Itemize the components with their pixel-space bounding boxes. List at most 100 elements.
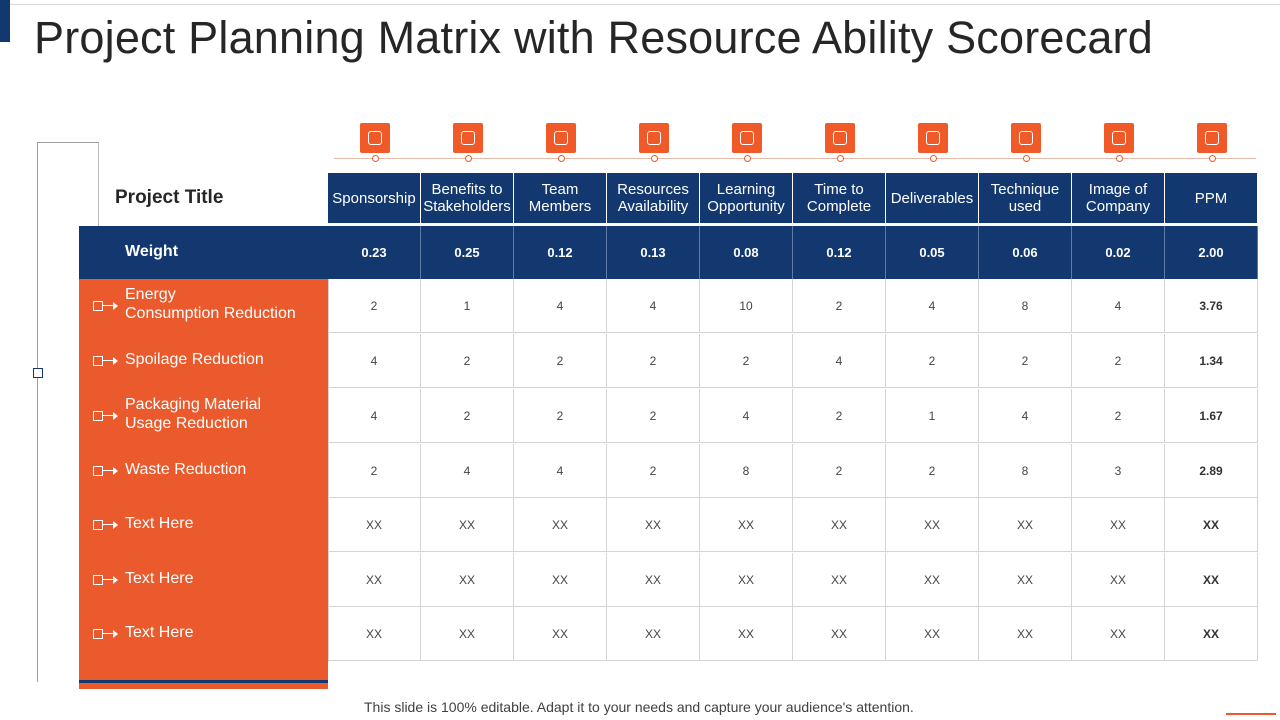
row-arrow-icon <box>93 629 119 639</box>
icon-dot <box>836 155 844 162</box>
column-icon-cell <box>917 123 948 163</box>
score-cell: XX <box>328 498 421 552</box>
column-icon-cell <box>824 123 855 163</box>
column-header-line1: PPM <box>1194 189 1228 207</box>
score-cell: XX <box>886 553 979 607</box>
score-cell: 2 <box>979 334 1072 388</box>
column-header-text: Benefits to Stakeholders <box>423 181 511 215</box>
arrow-line <box>103 633 115 634</box>
score-cell: 4 <box>328 334 421 388</box>
score-cell: 2 <box>886 334 979 388</box>
weight-value: 2.00 <box>1165 226 1258 279</box>
score-cell: 3 <box>1072 444 1165 498</box>
column-header-text: Image of Company <box>1086 181 1150 215</box>
row-label-line1: Waste Reduction <box>125 460 247 478</box>
score-cell: XX <box>607 607 700 661</box>
panel-bottom-stripe <box>79 680 328 683</box>
column-header-line1: Deliverables <box>890 189 974 207</box>
arrow-head <box>113 357 118 365</box>
column-header: PPM <box>1165 173 1258 223</box>
score-cell: 4 <box>979 389 1072 443</box>
score-cell: XX <box>793 607 886 661</box>
row-label-line2: Usage Reduction <box>125 415 248 432</box>
row-arrow-icon <box>93 466 119 476</box>
score-cell: XX <box>793 498 886 552</box>
technique-document-icon <box>1010 123 1041 153</box>
learning-search-icon <box>731 123 762 153</box>
column-header: Image of Company <box>1072 173 1165 223</box>
column-header-line1: Learning <box>716 181 776 198</box>
score-cell: 4 <box>1072 279 1165 333</box>
score-cell: 4 <box>607 279 700 333</box>
arrow-head <box>113 467 118 475</box>
score-cell: 2 <box>421 334 514 388</box>
weight-value: 0.12 <box>793 226 886 279</box>
score-cell: XX <box>328 553 421 607</box>
score-cell: 4 <box>328 389 421 443</box>
score-cell: 2 <box>328 444 421 498</box>
icon-connector-line <box>334 158 1256 159</box>
column-header-line1: Image of <box>1088 181 1148 198</box>
score-cell: XX <box>700 498 793 552</box>
column-icon-cell <box>638 123 669 163</box>
left-bracket <box>37 142 99 682</box>
row-label: Text Here <box>125 623 193 642</box>
score-cell: 2 <box>1072 334 1165 388</box>
score-cell: XX <box>886 607 979 661</box>
score-cell: 4 <box>793 334 886 388</box>
score-cell: 2 <box>793 279 886 333</box>
icon-glyph <box>739 131 754 145</box>
weight-value: 0.13 <box>607 226 700 279</box>
column-header: Sponsorship <box>328 173 421 223</box>
column-header-line2: Company <box>1085 198 1151 215</box>
score-cell: XX <box>1072 553 1165 607</box>
column-header-line1: Sponsorship <box>332 189 416 207</box>
arrow-line <box>103 470 115 471</box>
icon-dot <box>743 155 751 162</box>
weight-row <box>79 226 1258 279</box>
column-header: Resources Availability <box>607 173 700 223</box>
score-cell: 1 <box>421 279 514 333</box>
icon-dot <box>1115 155 1123 162</box>
arrow-square <box>93 356 103 366</box>
arrow-head <box>113 521 118 529</box>
score-cell: XX <box>514 607 607 661</box>
row-label: Energy Consumption Reduction <box>125 285 296 323</box>
score-cell: XX <box>607 498 700 552</box>
arrow-line <box>103 415 115 416</box>
row-label-line1: Text Here <box>125 569 194 587</box>
column-header-line2: Members <box>528 198 592 215</box>
icon-dot <box>1208 155 1216 162</box>
score-cell: XX <box>979 607 1072 661</box>
score-cell: 2 <box>793 389 886 443</box>
icon-dot <box>371 155 379 162</box>
row-label-line1: Text Here <box>125 623 194 641</box>
column-header-text: Technique used <box>991 181 1059 215</box>
row-label-line1: Energy <box>125 286 176 303</box>
arrow-square <box>93 629 103 639</box>
column-header: Deliverables <box>886 173 979 223</box>
weight-value: 0.12 <box>514 226 607 279</box>
score-cell: XX <box>979 553 1072 607</box>
column-header-text: Time to Complete <box>807 181 871 215</box>
clock-icon <box>824 123 855 153</box>
score-cell: 2 <box>607 389 700 443</box>
arrow-square <box>93 411 103 421</box>
column-header-line2: Stakeholders <box>423 198 511 215</box>
arrow-head <box>113 412 118 420</box>
score-cell: 8 <box>979 444 1072 498</box>
score-cell: 4 <box>514 444 607 498</box>
project-title-header: Project Title <box>115 187 224 208</box>
score-cell: XX <box>700 553 793 607</box>
column-header-line2: Complete <box>806 198 872 215</box>
arrow-line <box>103 360 115 361</box>
score-cell: 8 <box>979 279 1072 333</box>
arrow-square <box>93 575 103 585</box>
column-header-line1: Team <box>541 181 579 198</box>
score-cell: 2 <box>886 444 979 498</box>
ppm-score-cell: XX <box>1165 498 1258 552</box>
score-cell: 2 <box>793 444 886 498</box>
column-header-text: PPM <box>1195 190 1228 207</box>
icon-glyph <box>832 131 847 145</box>
arrow-line <box>103 305 115 306</box>
